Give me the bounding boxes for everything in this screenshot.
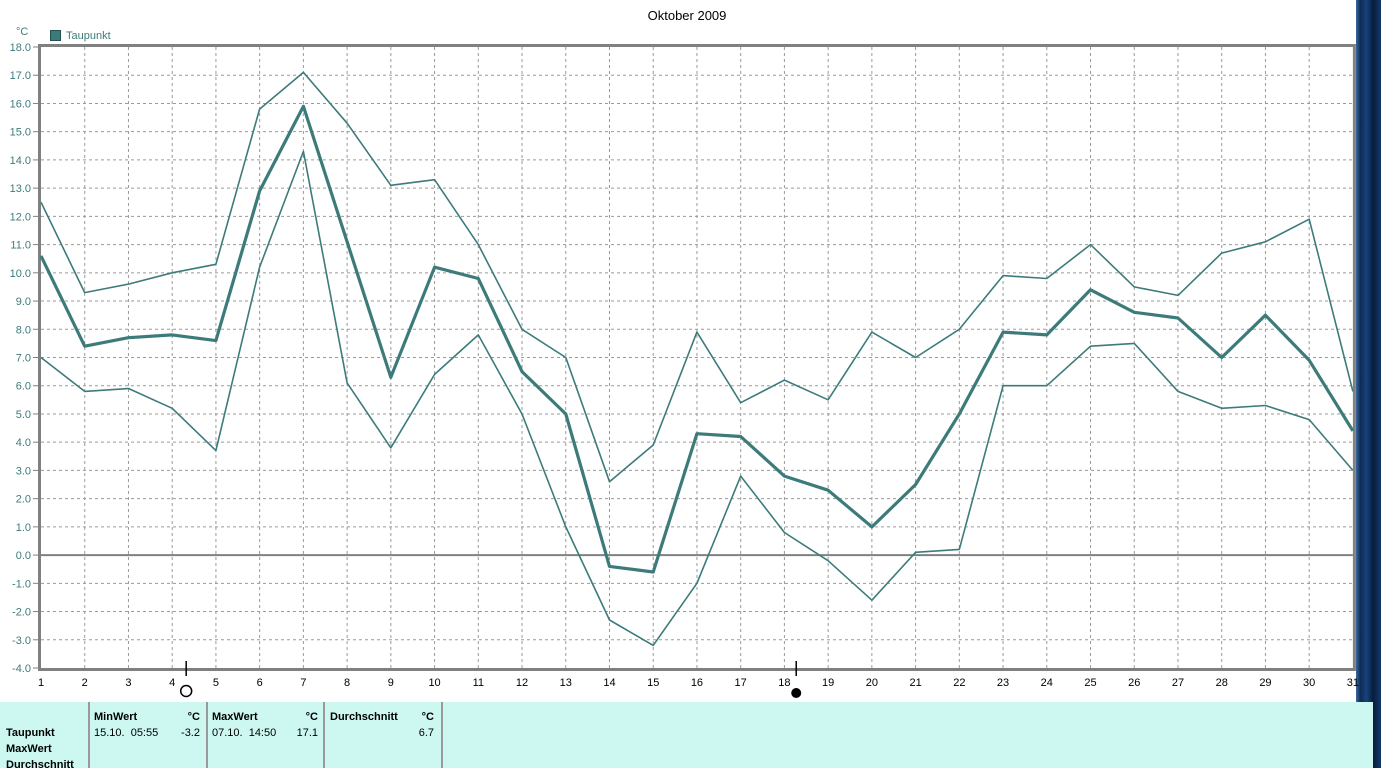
x-tick-label: 16	[691, 677, 703, 689]
legend-color-swatch	[50, 30, 61, 41]
x-tick-label: 11	[473, 677, 484, 689]
series-taupunkt-min	[40, 150, 1354, 647]
y-tick-label: 5.0	[16, 409, 31, 421]
col-header-max-unit: °C	[305, 711, 318, 723]
col-header-maxwert: MaxWert	[212, 711, 258, 723]
y-tick-label: 14.0	[10, 155, 31, 167]
max-time-value: 07.10. 14:50	[212, 727, 277, 739]
col-header-avg-unit: °C	[421, 711, 434, 723]
stats-table: MinWert °C MaxWert °C Durchschnitt °C Ta…	[0, 702, 1373, 768]
y-tick-label: 0.0	[16, 550, 31, 562]
x-tick-label: 26	[1128, 677, 1140, 689]
y-tick-label: 17.0	[10, 70, 31, 82]
x-tick-label: 28	[1216, 677, 1228, 689]
min-temp-value: -3.2	[181, 727, 200, 739]
chart-title: Oktober 2009	[647, 8, 727, 23]
x-tick-label: 9	[388, 677, 394, 689]
row-label-taupunkt: Taupunkt	[6, 727, 55, 739]
y-axis-unit-label: °C	[16, 26, 29, 38]
y-tick-label: -3.0	[12, 635, 31, 647]
x-tick-label: 30	[1303, 677, 1315, 689]
x-tick-label: 10	[428, 677, 440, 689]
y-tick-label: -1.0	[12, 578, 31, 590]
row-label-durchschnitt: Durchschnitt	[6, 759, 74, 768]
x-tick-label: 12	[516, 677, 528, 689]
y-tick-label: 15.0	[10, 127, 31, 139]
x-tick-label: 31	[1347, 677, 1359, 689]
y-tick-label: 9.0	[16, 296, 31, 308]
y-tick-label: 6.0	[16, 381, 31, 393]
y-tick-label: 18.0	[10, 42, 31, 54]
y-tick-label: 11.0	[10, 240, 31, 252]
x-tick-label: 29	[1259, 677, 1271, 689]
x-tick-label: 2	[82, 677, 88, 689]
min-time-value: 15.10. 05:55	[94, 727, 159, 739]
y-tick-label: 16.0	[10, 98, 31, 110]
col-header-minwert: MinWert	[94, 711, 138, 723]
y-tick-label: 7.0	[16, 352, 31, 364]
x-tick-label: 17	[735, 677, 747, 689]
table-divider	[323, 702, 325, 768]
max-temp-value: 17.1	[296, 727, 318, 739]
x-tick-label: 24	[1041, 677, 1053, 689]
x-tick-label: 3	[125, 677, 131, 689]
y-tick-label: 10.0	[10, 268, 31, 280]
x-tick-label: 8	[344, 677, 350, 689]
x-tick-label: 27	[1172, 677, 1184, 689]
desktop-wallpaper	[1356, 0, 1381, 768]
x-tick-label: 18	[778, 677, 790, 689]
x-tick-label: 4	[169, 677, 175, 689]
plot-border	[38, 44, 1356, 671]
series-taupunkt-mittel	[39, 104, 1355, 574]
full-moon-icon	[179, 684, 193, 698]
col-header-min-unit: °C	[187, 711, 200, 723]
x-tick-label: 25	[1084, 677, 1096, 689]
legend-label: Taupunkt	[66, 29, 111, 42]
y-tick-label: 1.0	[16, 522, 31, 534]
y-tick-label: 8.0	[16, 324, 31, 336]
x-tick-label: 22	[953, 677, 965, 689]
x-tick-label: 1	[38, 677, 44, 689]
table-divider	[206, 702, 208, 768]
x-tick-label: 5	[213, 677, 219, 689]
avg-temp-value: 6.7	[418, 727, 434, 739]
row-label-maxwert: MaxWert	[6, 743, 52, 755]
y-tick-label: 3.0	[16, 465, 31, 477]
y-tick-label: 13.0	[10, 183, 31, 195]
table-divider	[88, 702, 90, 768]
new-moon-icon	[791, 687, 802, 698]
x-tick-label: 13	[560, 677, 572, 689]
x-tick-label: 21	[909, 677, 921, 689]
x-tick-label: 6	[257, 677, 263, 689]
table-divider	[441, 702, 443, 768]
legend-item[interactable]: Taupunkt	[50, 29, 111, 42]
series-taupunkt-max	[40, 71, 1354, 483]
x-tick-label: 7	[300, 677, 306, 689]
x-tick-label: 20	[866, 677, 878, 689]
x-tick-label: 15	[647, 677, 659, 689]
y-tick-label: 2.0	[16, 494, 31, 506]
x-tick-label: 19	[822, 677, 834, 689]
y-tick-label: 12.0	[10, 211, 31, 223]
chart-panel: Oktober 2009 °C Taupunkt 18.0 17.0 16.0 15.…	[0, 0, 1359, 702]
col-header-durchschnitt: Durchschnitt	[330, 711, 398, 723]
y-tick-label: -2.0	[12, 607, 31, 619]
y-tick-label: 4.0	[16, 437, 31, 449]
x-tick-label: 14	[603, 677, 615, 689]
x-tick-label: 23	[997, 677, 1009, 689]
y-tick-label: -4.0	[12, 663, 31, 675]
